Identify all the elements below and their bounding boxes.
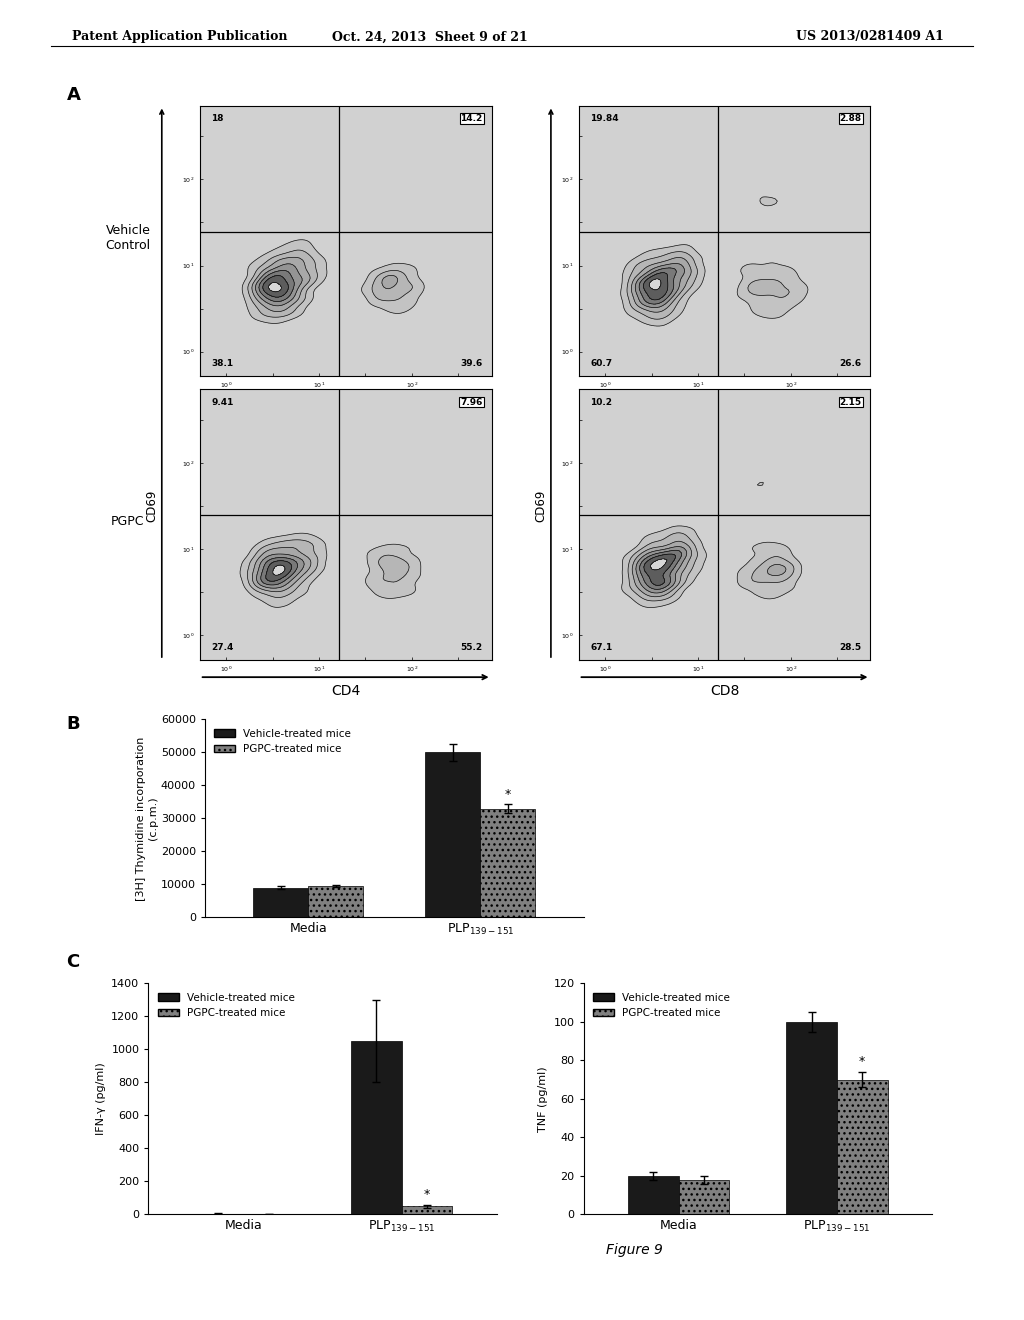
Legend: Vehicle-treated mice, PGPC-treated mice: Vehicle-treated mice, PGPC-treated mice — [210, 725, 355, 758]
Text: CD69: CD69 — [145, 490, 158, 521]
Text: B: B — [67, 715, 80, 734]
Text: 9.41: 9.41 — [211, 397, 233, 407]
Y-axis label: IFN-γ (pg/ml): IFN-γ (pg/ml) — [96, 1063, 105, 1135]
Text: Oct. 24, 2013  Sheet 9 of 21: Oct. 24, 2013 Sheet 9 of 21 — [332, 30, 528, 44]
Bar — [786, 1022, 837, 1214]
Text: Vehicle
Control: Vehicle Control — [105, 223, 151, 252]
Text: 2.88: 2.88 — [840, 114, 861, 123]
Text: 7.96: 7.96 — [461, 397, 482, 407]
Bar — [401, 1206, 453, 1214]
Text: 60.7: 60.7 — [590, 359, 612, 368]
Text: 55.2: 55.2 — [461, 643, 482, 652]
Bar — [308, 886, 364, 917]
Text: Figure 9: Figure 9 — [606, 1243, 664, 1258]
Bar — [679, 1180, 729, 1214]
Bar — [351, 1041, 401, 1214]
Text: 10.2: 10.2 — [590, 397, 612, 407]
Text: 27.4: 27.4 — [211, 643, 233, 652]
Y-axis label: [3H] Thymidine incorporation
(c.p.m.): [3H] Thymidine incorporation (c.p.m.) — [136, 737, 158, 900]
Text: 14.2: 14.2 — [461, 114, 482, 123]
Text: Patent Application Publication: Patent Application Publication — [72, 30, 287, 44]
Bar — [628, 1176, 679, 1214]
Bar — [837, 1080, 888, 1214]
Text: *: * — [505, 788, 511, 801]
Legend: Vehicle-treated mice, PGPC-treated mice: Vehicle-treated mice, PGPC-treated mice — [589, 989, 734, 1022]
Legend: Vehicle-treated mice, PGPC-treated mice: Vehicle-treated mice, PGPC-treated mice — [154, 989, 299, 1022]
Text: 38.1: 38.1 — [211, 359, 233, 368]
Text: *: * — [859, 1055, 865, 1068]
Text: 39.6: 39.6 — [461, 359, 482, 368]
Text: A: A — [67, 86, 81, 104]
Y-axis label: TNF (pg/ml): TNF (pg/ml) — [538, 1067, 548, 1131]
Bar — [425, 752, 480, 917]
Text: *: * — [424, 1188, 430, 1201]
Text: CD8: CD8 — [711, 684, 739, 698]
Text: 2.15: 2.15 — [840, 397, 861, 407]
Text: CD4: CD4 — [332, 684, 360, 698]
Text: 26.6: 26.6 — [840, 359, 861, 368]
Text: 19.84: 19.84 — [590, 114, 618, 123]
Text: 28.5: 28.5 — [840, 643, 861, 652]
Text: 18: 18 — [211, 114, 224, 123]
Text: 67.1: 67.1 — [590, 643, 612, 652]
Text: C: C — [67, 953, 80, 972]
Bar — [480, 808, 536, 917]
Bar — [253, 888, 308, 917]
Text: PGPC: PGPC — [112, 515, 144, 528]
Text: US 2013/0281409 A1: US 2013/0281409 A1 — [797, 30, 944, 44]
Text: CD69: CD69 — [535, 490, 547, 521]
